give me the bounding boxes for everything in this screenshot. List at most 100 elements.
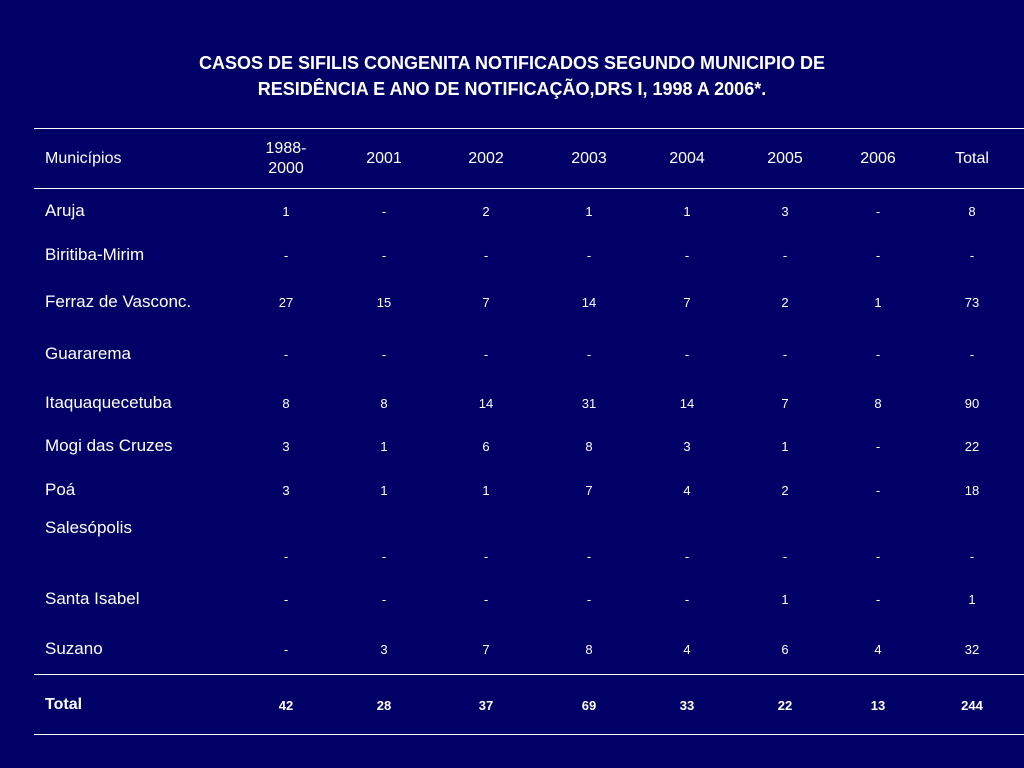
cell-value: 3 [781, 203, 789, 219]
cell-value: 73 [964, 294, 980, 310]
cell-value: - [969, 346, 975, 362]
cell-value: - [381, 591, 387, 607]
cell-value: - [483, 591, 489, 607]
page-title: CASOS DE SIFILIS CONGENITA NOTIFICADOS S… [0, 50, 1024, 102]
cell-value: - [586, 549, 592, 564]
cell-value: 2 [781, 294, 789, 310]
cell-value: - [969, 247, 975, 263]
cell-value: 3 [380, 641, 388, 657]
municipio-name: Ferraz de Vasconc. [45, 292, 192, 311]
table-row: Aruja 1 - 2 1 1 3 - 8 [34, 190, 1024, 232]
cell-value: - [875, 203, 881, 219]
cell-value: - [381, 549, 387, 564]
cell-value: 31 [581, 395, 597, 411]
cell-value: - [381, 346, 387, 362]
cell-value: - [283, 591, 289, 607]
municipio-name: Itaquaquecetuba [45, 393, 172, 412]
cell-value: 1 [683, 203, 691, 219]
cell-value: - [684, 549, 690, 564]
cell-value: 14 [679, 395, 695, 411]
cell-value: - [684, 346, 690, 362]
cell-value: 1 [282, 203, 290, 219]
municipio-name: Poá [45, 480, 76, 499]
municipio-name: Suzano [45, 639, 103, 658]
table-row: Mogi das Cruzes 3 1 6 8 3 1 - 22 [34, 426, 1024, 466]
cell-value: 1 [968, 591, 976, 607]
column-header: Total [955, 150, 989, 167]
cell-value: - [586, 247, 592, 263]
cell-value: 3 [282, 482, 290, 498]
column-header: 1988- 2000 [265, 140, 307, 177]
cell-value: 4 [683, 641, 691, 657]
cell-value: 14 [478, 395, 494, 411]
cell-value: 7 [585, 482, 593, 498]
column-header: 2003 [571, 150, 607, 167]
cell-value: - [283, 549, 289, 564]
municipio-name: Mogi das Cruzes [45, 436, 173, 455]
cell-value: - [381, 203, 387, 219]
cell-value: 15 [376, 294, 392, 310]
total-value: 22 [777, 697, 793, 713]
table-header-row: Municípios 1988- 2000 2001 2002 2003 2004 2005 2… [34, 130, 1024, 188]
cell-value: 8 [874, 395, 882, 411]
cell-value: 1 [380, 438, 388, 454]
cell-value: 22 [964, 438, 980, 454]
cell-value: - [586, 346, 592, 362]
cell-value: 2 [781, 482, 789, 498]
cell-value: 8 [380, 395, 388, 411]
cell-value: 7 [781, 395, 789, 411]
cell-value: - [483, 247, 489, 263]
cell-value: 90 [964, 395, 980, 411]
cell-value: 7 [482, 294, 490, 310]
column-header-municipios: Municípios [45, 150, 122, 167]
cell-value: - [782, 549, 788, 564]
column-header: 2006 [860, 150, 896, 167]
table-row: Suzano - 3 7 8 4 6 4 32 [34, 626, 1024, 672]
total-value: 33 [679, 697, 695, 713]
cell-value: - [283, 641, 289, 657]
cell-value: 1 [585, 203, 593, 219]
cell-value: 7 [683, 294, 691, 310]
cell-value: - [969, 549, 975, 564]
table-row: Santa Isabel - - - - - 1 - 1 [34, 578, 1024, 620]
cell-value: 1 [781, 438, 789, 454]
cell-value: 8 [585, 641, 593, 657]
total-value: 69 [581, 697, 597, 713]
cell-value: - [875, 438, 881, 454]
cell-value: 8 [585, 438, 593, 454]
cell-value: 1 [874, 294, 882, 310]
cell-value: 1 [781, 591, 789, 607]
table-row: Poá 3 1 1 7 4 2 - 18 [34, 468, 1024, 512]
column-header: 2002 [468, 150, 504, 167]
cell-value: 8 [282, 395, 290, 411]
cell-value: 1 [380, 482, 388, 498]
table-top-rule [34, 128, 1024, 129]
cell-value: - [782, 247, 788, 263]
cell-value: 6 [781, 641, 789, 657]
header-bottom-rule [34, 188, 1024, 189]
table-row: Salesópolis - - - - - - - - [34, 512, 1024, 574]
cell-value: 6 [482, 438, 490, 454]
total-value: 37 [478, 697, 494, 713]
cell-value: - [782, 346, 788, 362]
total-label: Total [45, 696, 83, 713]
cell-value: 4 [683, 482, 691, 498]
cell-value: 18 [964, 482, 980, 498]
cell-value: 14 [581, 294, 597, 310]
cell-value: - [684, 591, 690, 607]
total-value: 13 [870, 697, 886, 713]
cell-value: 7 [482, 641, 490, 657]
cell-value: 2 [482, 203, 490, 219]
table-row: Guararema - - - - - - - - [34, 330, 1024, 378]
table-row: Biritiba-Mirim - - - - - - - - [34, 234, 1024, 276]
table-row: Itaquaquecetuba 8 8 14 31 14 7 8 90 [34, 380, 1024, 426]
cell-value: 8 [968, 203, 976, 219]
column-header: 2005 [767, 150, 803, 167]
total-value: 42 [278, 697, 294, 713]
municipio-name: Guararema [45, 344, 131, 363]
cell-value: - [875, 247, 881, 263]
municipio-name: Santa Isabel [45, 589, 140, 608]
table-total-row: Total 42 28 37 69 33 22 13 244 [34, 682, 1024, 728]
cell-value: 32 [964, 641, 980, 657]
cell-value: - [381, 247, 387, 263]
